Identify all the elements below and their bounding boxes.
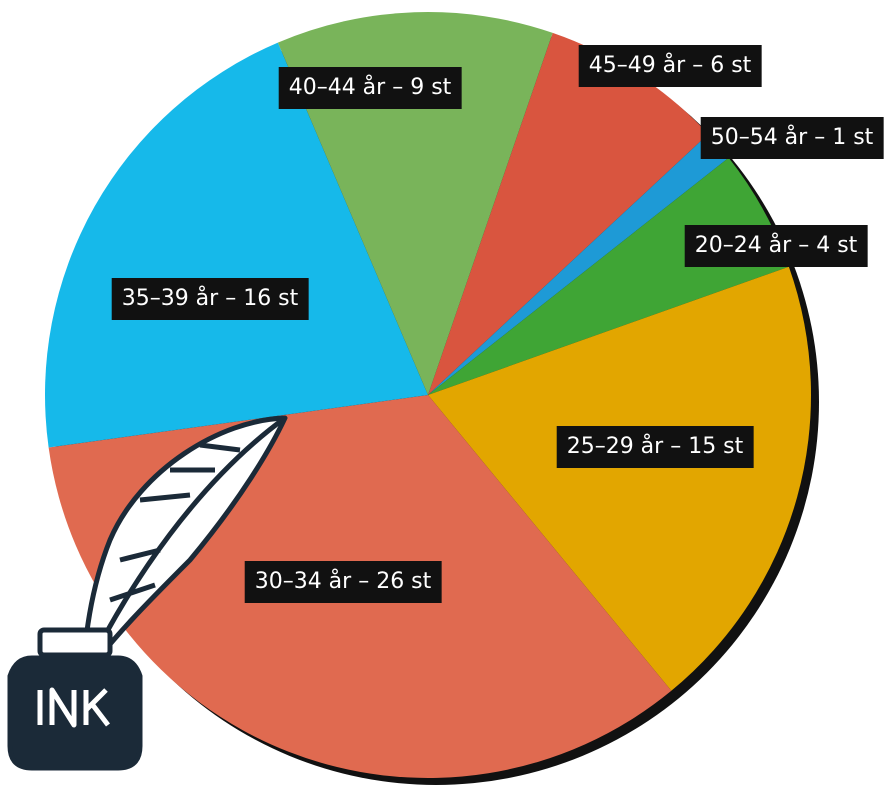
data-label-box: 40–44 år – 9 st [278, 67, 462, 109]
data-label: 35–39 år – 16 st [122, 285, 299, 311]
pie-slice [44, 42, 428, 448]
data-label: 50–54 år – 1 st [711, 124, 874, 150]
pie [44, 12, 811, 779]
label-background [111, 278, 309, 320]
label-background [278, 67, 462, 109]
data-label: 30–34 år – 26 st [255, 568, 432, 594]
pie-slice [428, 134, 729, 395]
label-background [556, 426, 754, 468]
data-label: 40–44 år – 9 st [289, 74, 452, 100]
data-label: 20–24 år – 4 st [695, 232, 858, 258]
pie-slice [428, 32, 709, 395]
label-background [578, 45, 762, 87]
label-background [700, 117, 884, 159]
data-label-box: 20–24 år – 4 st [684, 225, 868, 267]
data-label: 45–49 år – 6 st [589, 52, 752, 78]
labels: 45–49 år – 6 st 50–54 år – 1 st 20–24 år –… [111, 45, 884, 603]
data-label-box: 30–34 år – 26 st [244, 561, 442, 603]
data-label: 25–29 år – 15 st [567, 433, 744, 459]
label-background [684, 225, 868, 267]
data-label-box: 25–29 år – 15 st [556, 426, 754, 468]
pie-slice [428, 266, 811, 691]
ink-illustration [7, 415, 288, 771]
pie-slice [428, 157, 789, 395]
data-label-box: 50–54 år – 1 st [700, 117, 884, 159]
data-label-box: 45–49 år – 6 st [578, 45, 762, 87]
data-label-box: 35–39 år – 16 st [111, 278, 309, 320]
label-background [244, 561, 442, 603]
